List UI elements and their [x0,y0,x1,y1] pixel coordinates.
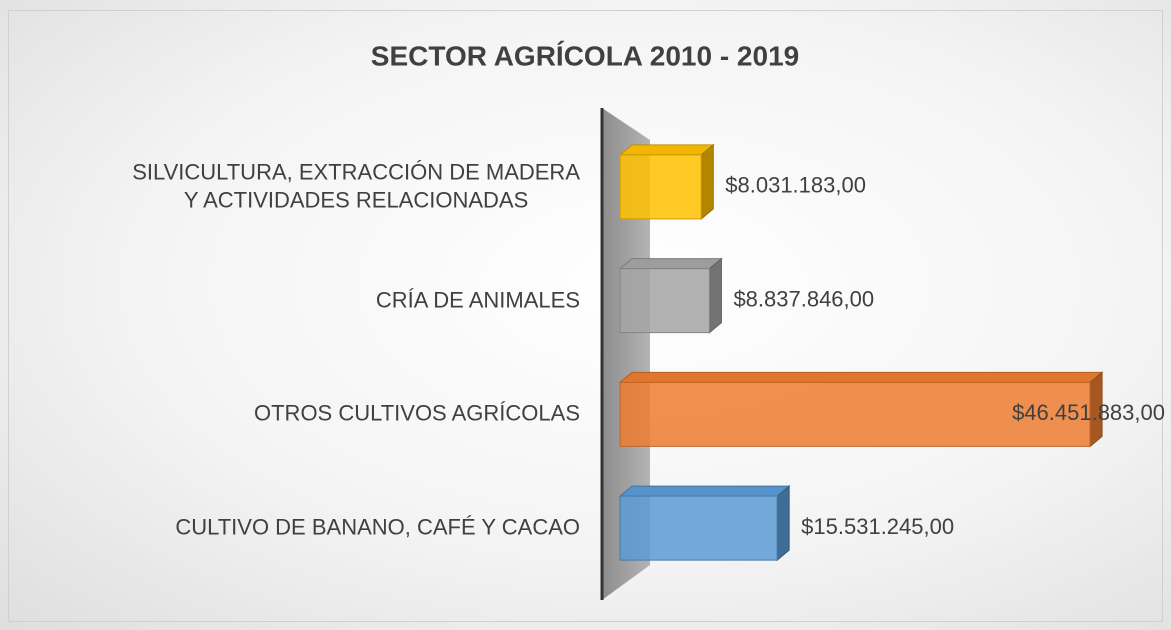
bar-side [708,257,722,334]
value-label: $8.031.183,00 [725,173,866,198]
bar [619,268,710,334]
value-label: $8.837.846,00 [733,286,874,311]
bar [619,154,702,220]
bar-top [618,258,723,270]
bar-top [618,485,791,497]
chart-frame [8,10,1163,622]
category-label: CULTIVO DE BANANO, CAFÉ Y CACAO [175,514,580,543]
bar [619,381,1091,447]
back-wall [602,108,650,600]
value-label: $46.451.883,00 [1012,400,1165,425]
category-text: CRÍA DE ANIMALES [375,287,580,313]
category-label: SILVICULTURA, EXTRACCIÓN DE MADERA Y ACT… [132,158,580,215]
bar-side [776,485,790,562]
bar-side [700,143,714,220]
bar [619,495,778,561]
value-label: $15.531.245,00 [801,514,954,539]
chart-title: SECTOR AGRÍCOLA 2010 - 2019 [371,40,799,71]
category-label: OTROS CULTIVOS AGRÍCOLAS [254,400,580,429]
bar-top [618,371,1104,383]
category-label: CRÍA DE ANIMALES [376,286,580,315]
category-text: OTROS CULTIVOS AGRÍCOLAS [254,401,580,427]
bar-top [618,144,715,156]
category-text: SILVICULTURA, EXTRACCIÓN DE MADERA Y ACT… [132,159,580,213]
category-text: CULTIVO DE BANANO, CAFÉ Y CACAO [175,514,580,540]
